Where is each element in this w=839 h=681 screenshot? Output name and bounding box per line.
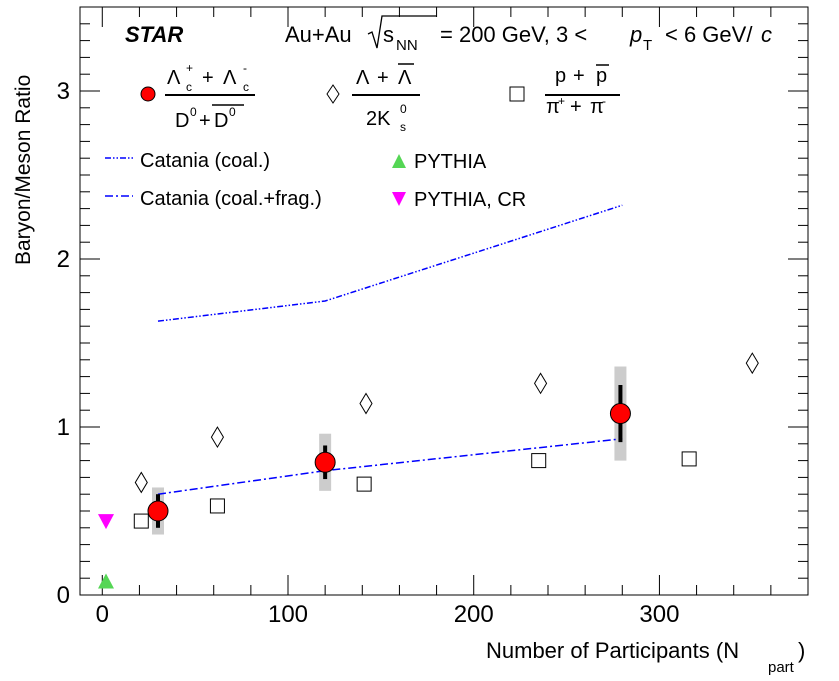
proton-ratio-point (681, 451, 697, 467)
lambda-ratio-point (210, 426, 225, 449)
legend-entry-catania-coal: Catania (coal.) (105, 150, 270, 172)
legend-lambda-den: 2K (366, 108, 391, 130)
lambdac-ratio-point (314, 451, 336, 473)
collision-info: Au+Au s NN = 200 GeV, 3 < p T < 6 GeV/ c (285, 15, 772, 54)
legend-proton-num-b: p (596, 65, 607, 87)
proton-ratio-point (209, 498, 225, 514)
x-tick-label: 0 (96, 601, 109, 628)
legend-entry-lambda: Λ + Λ 2K 0 s (326, 63, 420, 134)
proton-ratio-point (531, 453, 547, 469)
experiment-label: STAR (125, 22, 183, 47)
model-curves (157, 204, 623, 495)
legend-lambda-den-sup: 0 (400, 102, 407, 116)
x-tick-label: 100 (268, 601, 308, 628)
pt-unit: c (761, 22, 772, 47)
legend-entry-proton: p + p π + + π - (509, 64, 620, 118)
data-markers (98, 352, 759, 589)
legend-proton-den-b: π (590, 96, 604, 118)
axes: 0 1 2 3 0 100 200 300 (57, 6, 809, 628)
legend-lc-num-b: Λ (223, 67, 237, 89)
plot-frame (79, 6, 809, 596)
legend-lc-sub-a: c (186, 80, 192, 94)
legend-entry-pythia-cr: PYTHIA, CR (392, 189, 526, 211)
x-tick-label: 300 (639, 601, 679, 628)
x-axis-title-subscript: part (768, 659, 795, 676)
legend-entry-lambdac: Λ + c + Λ - c D 0 + D 0 (140, 61, 255, 132)
lambda-ratio-point (533, 372, 548, 395)
legend-lc-sup-b: - (243, 61, 247, 75)
y-axis-title: Baryon/Meson Ratio (12, 75, 35, 265)
legend-marker-circle (140, 86, 156, 102)
lambdac-ratio-point (147, 500, 169, 522)
pythia-cr-point (98, 514, 114, 530)
legend-proton-num-a: p (555, 65, 566, 87)
sqrt-symbol-icon (367, 15, 437, 49)
x-axis-title-close: ) (798, 638, 805, 663)
legend-label-pythia: PYTHIA (414, 151, 487, 173)
legend-lambda-plus: + (377, 67, 389, 89)
curve-dash-dot (157, 438, 623, 495)
legend-marker-triangle-down (392, 192, 406, 206)
energy-value: = 200 GeV, 3 < (440, 22, 587, 47)
legend-label-pythia-cr: PYTHIA, CR (414, 189, 526, 211)
legend-proton-den-sup-b: - (602, 94, 606, 108)
legend-label-catania-coal: Catania (coal.) (140, 150, 270, 172)
legend-lc-plus: + (202, 67, 214, 89)
pt-subscript: T (643, 37, 652, 54)
legend-lc-sub-b: c (243, 80, 249, 94)
pt-variable: p (629, 22, 642, 47)
x-axis-title-main: Number of Participants (N (486, 638, 739, 663)
lambda-ratio-point (359, 392, 373, 415)
legend-proton-den-a: π (546, 96, 560, 118)
system-label: Au+Au (285, 22, 352, 47)
legend-lc-den-a: D (175, 110, 189, 132)
energy-subscript: NN (396, 37, 418, 54)
x-tick-label: 200 (454, 601, 494, 628)
legend-marker-square (509, 86, 525, 102)
legend-lc-sup-a: + (186, 61, 193, 75)
curve-dash-dot-dot (157, 204, 623, 322)
proton-ratio-point (356, 476, 372, 492)
pt-range: < 6 GeV/ (665, 22, 753, 47)
legend-proton-den-plus: + (570, 96, 582, 118)
legend-lc-num-a: Λ (167, 67, 181, 89)
legend-lc-den-sup-a: 0 (190, 105, 197, 119)
legend-lambda-num-a: Λ (356, 67, 370, 89)
legend-entry-pythia: PYTHIA (392, 151, 487, 173)
energy-variable: s (383, 22, 394, 47)
legend-lc-den-sup-b: 0 (229, 105, 236, 119)
legend-lambda-den-sub: s (400, 120, 406, 134)
y-tick-label: 3 (57, 78, 70, 105)
legend-proton-plus: + (573, 65, 585, 87)
y-tick-label: 1 (57, 414, 70, 441)
legend-marker-triangle-up (392, 154, 406, 168)
legend-lambda-num-b: Λ (398, 67, 412, 89)
legend-proton-den-sup-a: + (558, 94, 565, 108)
legend-lc-den-plus: + (199, 110, 211, 132)
lambdac-ratio-point (609, 403, 631, 425)
pythia-point (98, 573, 114, 589)
proton-ratio-point (133, 513, 149, 529)
legend-label-catania-frag: Catania (coal.+frag.) (140, 188, 322, 210)
lambda-ratio-point (134, 471, 148, 494)
legend-entry-catania-frag: Catania (coal.+frag.) (105, 188, 322, 210)
y-tick-label: 0 (57, 582, 70, 609)
y-tick-label: 2 (57, 246, 70, 273)
legend-marker-diamond (326, 84, 340, 104)
legend-lc-den-b: D (214, 110, 228, 132)
x-axis-title: Number of Participants (N part ) (486, 638, 805, 676)
lambda-ratio-point (745, 352, 759, 375)
